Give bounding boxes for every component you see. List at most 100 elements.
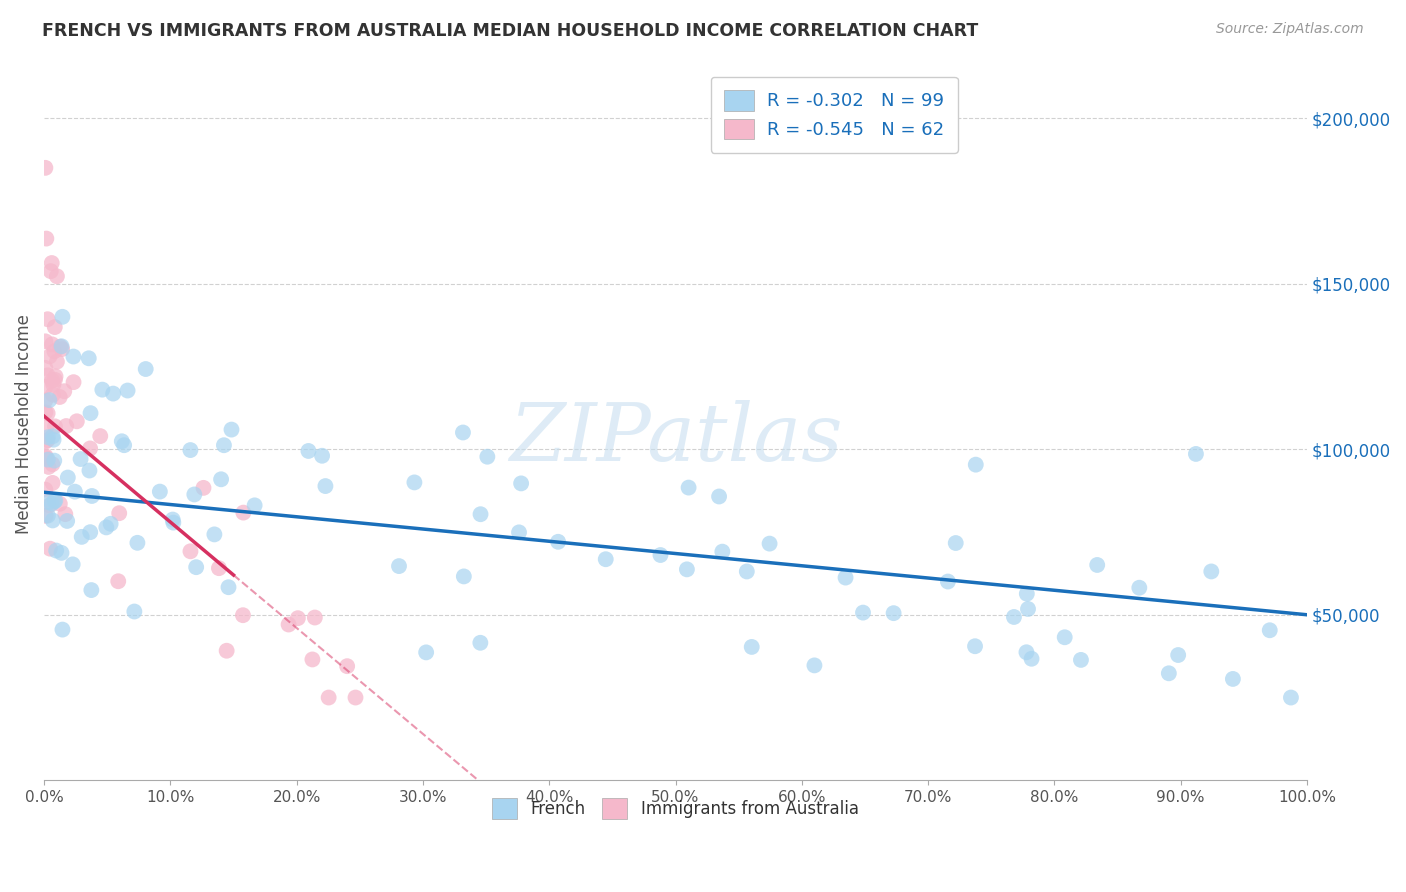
Point <box>1128 581 1150 595</box>
Point <box>79 525 101 540</box>
Point <box>470 636 492 650</box>
Point <box>304 610 326 624</box>
Point <box>883 606 905 620</box>
Point <box>34 393 56 408</box>
Point <box>39 541 62 556</box>
Point <box>1201 565 1223 579</box>
Point <box>38 499 60 513</box>
Point <box>202 527 225 541</box>
Point <box>1053 630 1076 644</box>
Point <box>41 337 63 351</box>
Point <box>711 544 734 558</box>
Point <box>96 520 118 534</box>
Legend: French, Immigrants from Australia: French, Immigrants from Australia <box>485 792 866 825</box>
Point <box>108 506 131 520</box>
Point <box>55 419 77 434</box>
Text: FRENCH VS IMMIGRANTS FROM AUSTRALIA MEDIAN HOUSEHOLD INCOME CORRELATION CHART: FRENCH VS IMMIGRANTS FROM AUSTRALIA MEDI… <box>42 22 979 40</box>
Point <box>965 458 987 472</box>
Point <box>834 571 856 585</box>
Point <box>162 512 184 526</box>
Point <box>111 434 134 449</box>
Point <box>124 605 146 619</box>
Point <box>112 438 135 452</box>
Point <box>1279 690 1302 705</box>
Point <box>1017 602 1039 616</box>
Point <box>1185 447 1208 461</box>
Point <box>80 583 103 598</box>
Point <box>34 380 56 394</box>
Point <box>41 497 63 511</box>
Text: Source: ZipAtlas.com: Source: ZipAtlas.com <box>1216 22 1364 37</box>
Point <box>149 484 172 499</box>
Point <box>1015 645 1038 659</box>
Point <box>38 350 60 364</box>
Point <box>44 320 66 334</box>
Point <box>852 606 875 620</box>
Point <box>547 534 569 549</box>
Point <box>79 463 101 477</box>
Point <box>44 453 66 467</box>
Point <box>34 334 56 349</box>
Point <box>297 444 319 458</box>
Point <box>741 640 763 654</box>
Point <box>707 490 730 504</box>
Point <box>1222 672 1244 686</box>
Point <box>388 559 411 574</box>
Point <box>77 351 100 366</box>
Point <box>186 560 208 574</box>
Point <box>135 362 157 376</box>
Point <box>37 433 59 447</box>
Point <box>803 658 825 673</box>
Point <box>35 231 58 245</box>
Point <box>107 574 129 589</box>
Point <box>44 419 66 434</box>
Point <box>41 513 63 527</box>
Point <box>62 375 84 389</box>
Point <box>41 256 63 270</box>
Point <box>34 405 56 419</box>
Point <box>344 690 367 705</box>
Point <box>38 459 60 474</box>
Point <box>35 508 58 523</box>
Point <box>215 644 238 658</box>
Point <box>470 507 492 521</box>
Point <box>41 457 63 471</box>
Point <box>179 544 201 558</box>
Point <box>179 443 201 458</box>
Point <box>48 390 70 404</box>
Point <box>34 360 56 375</box>
Point <box>936 574 959 589</box>
Point <box>1157 666 1180 681</box>
Point <box>453 569 475 583</box>
Point <box>37 452 59 467</box>
Point <box>212 438 235 452</box>
Point <box>1015 587 1038 601</box>
Point <box>676 562 699 576</box>
Point <box>79 442 101 456</box>
Point <box>42 433 65 447</box>
Point <box>221 423 243 437</box>
Point <box>51 623 73 637</box>
Point <box>44 369 66 384</box>
Point <box>508 525 530 540</box>
Point <box>44 373 66 387</box>
Point <box>66 414 89 428</box>
Point <box>37 406 59 420</box>
Point <box>51 310 73 324</box>
Point <box>318 690 340 705</box>
Point <box>91 383 114 397</box>
Point <box>209 472 232 486</box>
Text: ZIPatlas: ZIPatlas <box>509 400 842 477</box>
Point <box>44 493 66 508</box>
Point <box>1070 653 1092 667</box>
Point <box>758 536 780 550</box>
Point <box>100 516 122 531</box>
Point <box>336 659 359 673</box>
Y-axis label: Median Household Income: Median Household Income <box>15 315 32 534</box>
Point <box>35 421 58 435</box>
Point <box>510 476 533 491</box>
Point <box>301 652 323 666</box>
Point <box>49 497 72 511</box>
Point <box>37 312 59 326</box>
Point <box>1085 558 1108 572</box>
